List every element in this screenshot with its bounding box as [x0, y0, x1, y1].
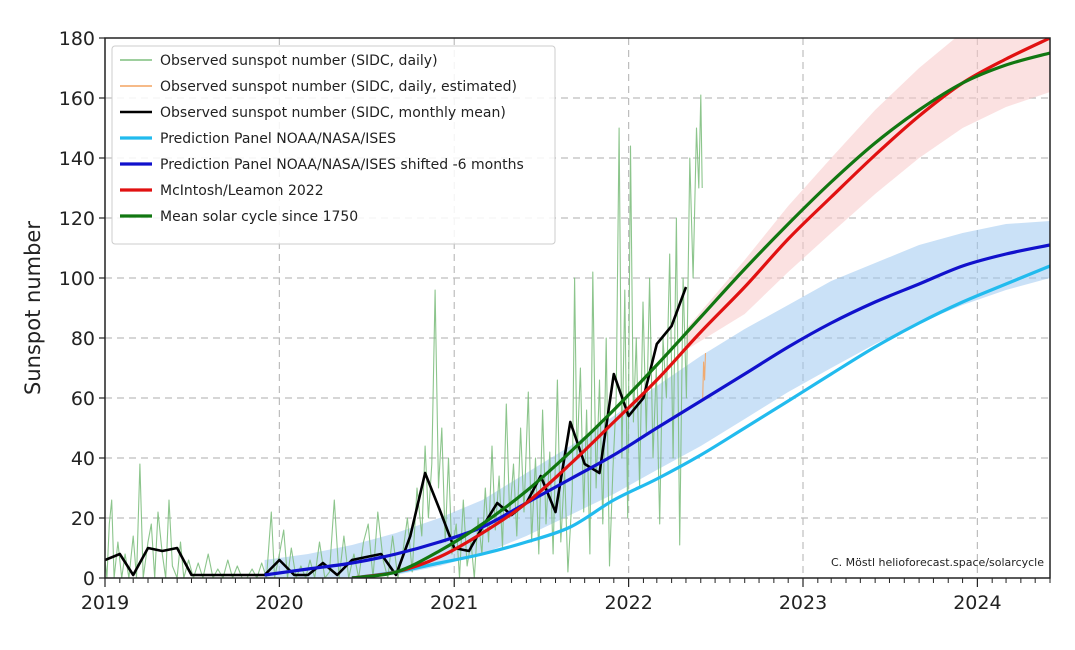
- x-tick-label: 2020: [255, 592, 303, 614]
- legend-label: Prediction Panel NOAA/NASA/ISES: [160, 131, 396, 147]
- y-tick-label: 180: [59, 28, 95, 50]
- y-tick-label: 140: [59, 148, 95, 170]
- legend-label: Observed sunspot number (SIDC, monthly m…: [160, 105, 506, 121]
- y-tick-label: 100: [59, 268, 95, 290]
- x-tick-label: 2019: [81, 592, 129, 614]
- legend: Observed sunspot number (SIDC, daily) Obs…: [111, 45, 556, 245]
- y-tick-label: 20: [71, 508, 95, 530]
- series-line-5: [351, 38, 1050, 578]
- series-lines: [105, 38, 1050, 578]
- y-tick-label: 120: [59, 208, 95, 230]
- y-tick-label: 0: [83, 568, 95, 590]
- legend-label: Prediction Panel NOAA/NASA/ISES shifted …: [160, 157, 524, 173]
- legend-label: Mean solar cycle since 1750: [160, 209, 358, 225]
- y-tick-label: 40: [71, 448, 95, 470]
- legend-label: Observed sunspot number (SIDC, daily, es…: [160, 79, 517, 95]
- legend-box: [111, 45, 556, 245]
- uncertainty-band-5: [686, 38, 1050, 350]
- y-tick-label: 80: [71, 328, 95, 350]
- credit-text: C. Möstl helioforecast.space/solarcycle: [831, 556, 1044, 569]
- series-line-4: [264, 243, 1050, 577]
- x-tick-label: 2022: [604, 592, 652, 614]
- legend-label: McIntosh/Leamon 2022: [160, 183, 324, 199]
- x-tick-label: 2021: [430, 592, 478, 614]
- series-line-1: [702, 352, 707, 399]
- plot-frame: [104, 37, 1051, 579]
- x-tick-label: 2024: [953, 592, 1001, 614]
- y-tick-label: 160: [59, 88, 95, 110]
- legend-label: Observed sunspot number (SIDC, daily): [160, 53, 438, 69]
- y-axis-title: Sunspot number: [21, 221, 45, 395]
- x-tick-label: 2023: [779, 592, 827, 614]
- y-tick-label: 60: [71, 388, 95, 410]
- axis-ticks: 0 20 40 60 80 100 120 140 160 180 2019 2020 2021 2022…: [59, 28, 1051, 614]
- series-line-3: [351, 264, 1050, 578]
- series-line-6: [351, 51, 1050, 578]
